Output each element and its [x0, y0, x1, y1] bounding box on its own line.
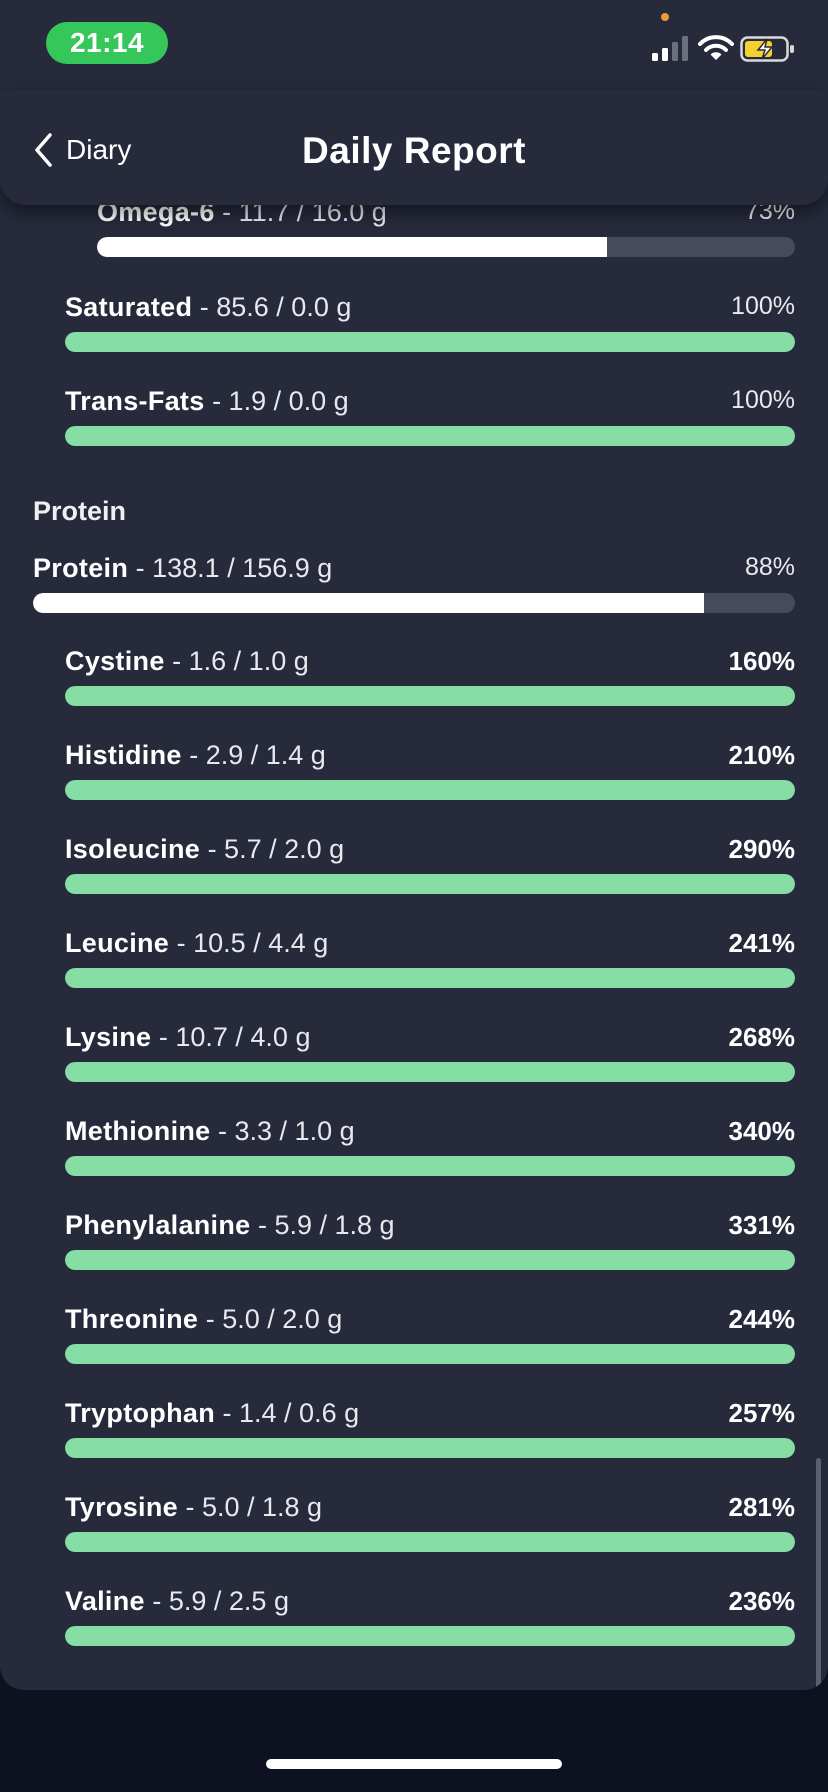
nutrient-percent: 244% — [728, 1304, 796, 1334]
nutrient-name: Leucine — [65, 928, 170, 958]
progress-track — [65, 780, 795, 800]
nutrient-amount: - 10.5 / 4.4 g — [176, 928, 329, 958]
progress-track — [65, 1250, 795, 1270]
nutrient-name: Tyrosine — [65, 1492, 178, 1522]
progress-fill — [65, 968, 795, 988]
nutrient-name: Valine — [65, 1586, 145, 1616]
progress-track — [65, 1532, 795, 1552]
nutrient-percent: 88% — [744, 553, 795, 581]
nutrient-amount: - 5.9 / 2.5 g — [152, 1586, 289, 1616]
progress-fill — [65, 332, 795, 352]
progress-fill — [65, 1156, 795, 1176]
progress-fill — [65, 1438, 795, 1458]
nutrient-amount: - 85.6 / 0.0 g — [199, 292, 352, 322]
nutrient-name: Trans-Fats — [65, 386, 205, 416]
nutrient-name: Protein — [33, 553, 129, 583]
progress-track — [65, 426, 795, 446]
nutrient-amount: - 5.9 / 1.8 g — [257, 1210, 395, 1240]
nutrient-amount: - 10.7 / 4.0 g — [158, 1022, 311, 1052]
progress-track — [65, 874, 795, 894]
home-indicator[interactable] — [266, 1759, 562, 1769]
privacy-indicator-dot — [661, 13, 669, 21]
chevron-left-icon — [35, 133, 52, 167]
page-title: Daily Report — [302, 130, 526, 171]
nutrient-amount: - 1.9 / 0.0 g — [212, 386, 349, 416]
nutrient-percent: 331% — [728, 1210, 796, 1240]
progress-track — [97, 237, 795, 257]
back-button[interactable]: Diary — [32, 130, 131, 170]
progress-fill — [65, 874, 795, 894]
nutrient-name: Phenylalanine — [65, 1210, 251, 1240]
progress-fill — [65, 1250, 795, 1270]
progress-track — [65, 1156, 795, 1176]
nutrient-percent: 281% — [728, 1492, 796, 1522]
nutrient-name: Threonine — [65, 1304, 199, 1334]
cellular-signal-icon — [652, 36, 688, 61]
nutrient-percent: 340% — [728, 1116, 796, 1146]
nutrient-name: Isoleucine — [65, 834, 201, 864]
nutrient-amount: - 5.0 / 1.8 g — [185, 1492, 323, 1522]
nutrient-amount: - 2.9 / 1.4 g — [189, 740, 326, 770]
progress-fill — [65, 1062, 795, 1082]
nutrient-amount: - 1.4 / 0.6 g — [222, 1398, 360, 1428]
report-card: Omega-6 - 11.7 / 16.0 g 73% Saturated - … — [0, 0, 828, 1690]
progress-fill — [65, 426, 795, 446]
nutrient-amount: - 138.1 / 156.9 g — [135, 553, 333, 583]
nutrient-percent: 257% — [728, 1398, 796, 1428]
progress-track — [65, 1626, 795, 1646]
wifi-icon — [698, 35, 734, 60]
status-bar: 21:14 — [0, 0, 828, 90]
progress-fill — [65, 1532, 795, 1552]
nutrient-percent: 268% — [728, 1022, 796, 1052]
progress-track — [65, 1438, 795, 1458]
progress-track — [33, 593, 795, 613]
back-label: Diary — [66, 134, 132, 165]
progress-fill — [65, 1344, 795, 1364]
battery-charging-icon — [740, 36, 794, 62]
progress-track — [65, 1344, 795, 1364]
nutrient-percent: 241% — [728, 928, 796, 958]
nutrient-name: Tryptophan — [65, 1398, 215, 1428]
section-title-protein: Protein — [33, 496, 127, 526]
nutrient-amount: - 5.0 / 2.0 g — [205, 1304, 343, 1334]
progress-fill — [65, 686, 795, 706]
nutrient-percent: 210% — [728, 740, 796, 770]
nutrient-percent: 100% — [731, 386, 795, 414]
nutrient-amount: - 5.7 / 2.0 g — [207, 834, 345, 864]
nutrient-name: Methionine — [65, 1116, 211, 1146]
nutrient-amount: - 1.6 / 1.0 g — [172, 646, 309, 676]
nutrient-name: Lysine — [65, 1022, 152, 1052]
progress-fill — [65, 1626, 795, 1646]
progress-fill — [65, 780, 795, 800]
nutrient-percent: 236% — [728, 1586, 796, 1616]
nutrient-percent: 100% — [731, 292, 795, 320]
progress-fill — [97, 237, 607, 257]
nutrient-percent: 290% — [728, 834, 796, 864]
progress-fill — [33, 593, 704, 613]
progress-track — [65, 332, 795, 352]
nutrient-name: Histidine — [65, 740, 182, 770]
status-time: 21:14 — [46, 22, 168, 64]
nutrient-amount: - 3.3 / 1.0 g — [218, 1116, 355, 1146]
progress-track — [65, 686, 795, 706]
nutrient-percent: 160% — [728, 646, 796, 676]
nutrient-name: Saturated — [65, 292, 193, 322]
progress-track — [65, 1062, 795, 1082]
progress-track — [65, 968, 795, 988]
nutrient-name: Cystine — [65, 646, 165, 676]
scrollbar[interactable] — [816, 1458, 821, 1690]
nav-header: Diary Daily Report — [0, 90, 828, 205]
